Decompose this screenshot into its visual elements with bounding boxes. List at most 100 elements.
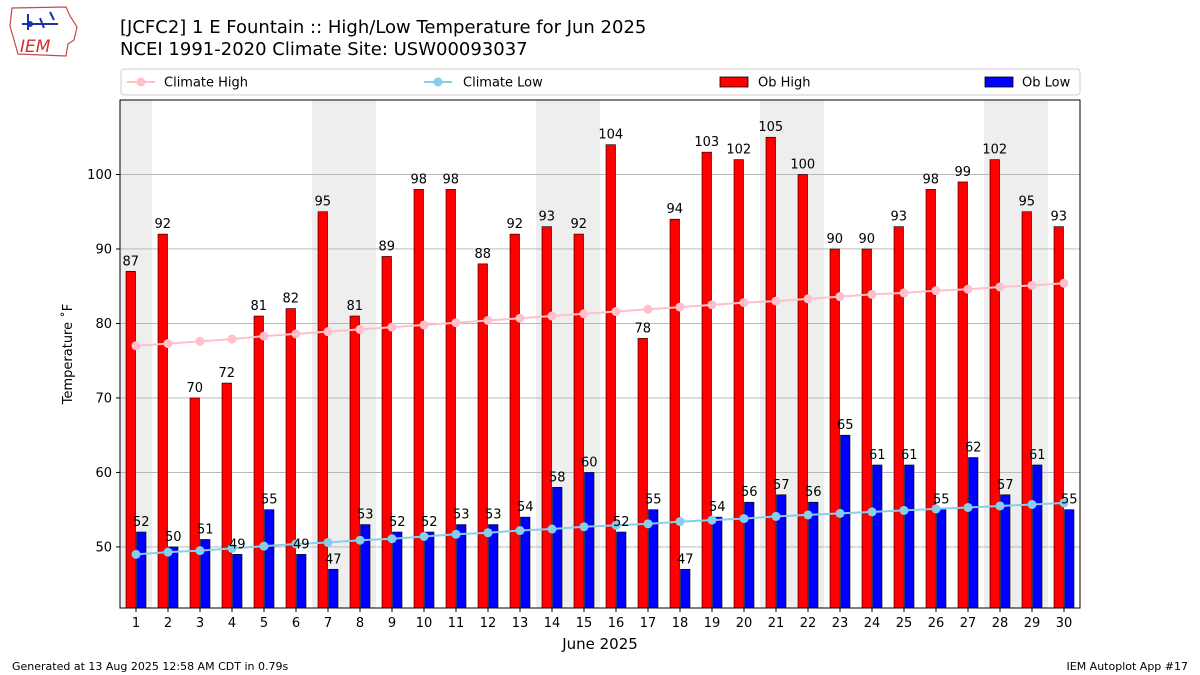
ob-low-label-day-17: 55 xyxy=(645,493,662,508)
climate-high-point-day-3 xyxy=(195,336,205,346)
ob-high-label-day-16: 104 xyxy=(598,128,623,143)
ob-high-label-day-26: 98 xyxy=(922,172,939,187)
ob-low-label-day-6: 49 xyxy=(293,537,310,552)
climate-low-point-day-17 xyxy=(643,519,653,529)
ob-low-bar-day-14 xyxy=(552,487,563,609)
legend: Climate High Climate Low Ob High Ob Low xyxy=(120,68,1081,96)
climate-high-point-day-10 xyxy=(419,320,429,330)
ob-high-bar-day-7 xyxy=(317,211,328,609)
title-line-2: NCEI 1991-2020 Climate Site: USW00093037 xyxy=(120,39,528,60)
x-tick-label-20: 20 xyxy=(736,616,753,631)
climate-high-point-day-2 xyxy=(163,339,173,349)
ob-low-bar-day-10 xyxy=(424,531,435,609)
ob-high-bar-day-17 xyxy=(637,338,648,609)
climate-high-point-day-25 xyxy=(899,288,909,298)
climate-high-point-day-30 xyxy=(1059,278,1069,288)
ob-high-label-day-24: 90 xyxy=(858,232,875,247)
ob-high-label-day-6: 82 xyxy=(282,292,299,307)
ob-high-label-day-27: 99 xyxy=(954,165,971,180)
climate-high-point-day-17 xyxy=(643,304,653,314)
climate-high-point-day-27 xyxy=(963,284,973,294)
ob-low-label-day-19: 54 xyxy=(709,500,726,515)
climate-low-point-day-20 xyxy=(739,514,749,524)
y-tick-label-50: 50 xyxy=(95,540,112,555)
ob-low-label-day-4: 49 xyxy=(229,537,246,552)
climate-high-point-day-18 xyxy=(675,302,685,312)
y-tick-label-90: 90 xyxy=(95,242,112,257)
x-tick-label-9: 9 xyxy=(388,616,396,631)
ob-high-bar-day-6 xyxy=(285,308,296,609)
legend-item-ob-high: Ob High xyxy=(719,76,811,91)
ob-high-bar-day-25 xyxy=(893,226,904,609)
ob-high-label-day-25: 93 xyxy=(890,210,907,225)
weekend-band-day-21 xyxy=(760,100,792,608)
ob-low-label-day-29: 61 xyxy=(1029,448,1046,463)
x-tick-label-27: 27 xyxy=(960,616,977,631)
ob-high-label-day-20: 102 xyxy=(726,143,751,158)
ob-low-bar-day-1 xyxy=(136,531,147,609)
ob-high-label-day-11: 98 xyxy=(442,172,459,187)
ob-high-label-day-29: 95 xyxy=(1018,195,1035,210)
weekend-bands xyxy=(120,100,1048,608)
ob-high-bar-day-14 xyxy=(541,226,552,609)
climate-low-point-day-21 xyxy=(771,511,781,521)
weekend-band-day-29 xyxy=(1016,100,1048,608)
climate-low-point-day-4 xyxy=(227,543,237,553)
ob-high-bars xyxy=(125,136,1064,609)
x-tick-label-3: 3 xyxy=(196,616,204,631)
x-axis-label: June 2025 xyxy=(561,635,638,653)
climate-low-path xyxy=(135,501,1065,556)
legend-swatch-ob-low xyxy=(984,76,1014,88)
ob-low-bar-day-4 xyxy=(232,554,243,609)
climate-low-point-day-24 xyxy=(867,507,877,517)
climate-low-point-day-26 xyxy=(931,504,941,514)
ob-high-label-day-21: 105 xyxy=(758,120,783,135)
y-axis: 50 60 70 80 90 100 xyxy=(87,168,120,555)
ob-high-bar-day-28 xyxy=(989,159,1000,609)
x-tick-label-10: 10 xyxy=(416,616,433,631)
station-dot-icon xyxy=(27,21,33,27)
ob-low-bar-day-7 xyxy=(328,568,339,609)
ob-low-label-day-28: 57 xyxy=(997,478,1014,493)
x-tick-label-2: 2 xyxy=(164,616,172,631)
ob-high-bar-day-24 xyxy=(861,248,872,609)
climate-high-point-day-20 xyxy=(739,298,749,308)
climate-low-point-day-6 xyxy=(291,539,301,549)
ob-high-bar-day-22 xyxy=(797,174,808,609)
climate-low-point-day-9 xyxy=(387,534,397,544)
climate-high-point-day-28 xyxy=(995,282,1005,292)
ob-high-bar-day-13 xyxy=(509,233,520,609)
climate-low-point-day-22 xyxy=(803,510,813,520)
x-tick-label-13: 13 xyxy=(512,616,529,631)
ob-low-bar-day-29 xyxy=(1032,464,1043,609)
ob-high-bar-day-15 xyxy=(573,233,584,609)
climate-low-point-day-29 xyxy=(1027,499,1037,509)
climate-high-point-day-15 xyxy=(579,309,589,319)
ob-high-label-day-10: 98 xyxy=(410,172,427,187)
x-tick-label-5: 5 xyxy=(260,616,268,631)
ob-high-label-day-14: 93 xyxy=(538,210,555,225)
y-tick-label-70: 70 xyxy=(95,391,112,406)
x-tick-label-12: 12 xyxy=(480,616,497,631)
ob-low-label-day-27: 62 xyxy=(965,441,982,456)
climate-low-point-day-27 xyxy=(963,502,973,512)
ob-low-bar-day-19 xyxy=(712,516,723,609)
legend-marker-climate-low xyxy=(433,77,443,87)
ob-high-label-day-22: 100 xyxy=(790,157,815,172)
weekend-band-day-15 xyxy=(568,100,600,608)
ob-low-label-day-16: 52 xyxy=(613,515,630,530)
x-tick-label-14: 14 xyxy=(544,616,561,631)
climate-high-point-day-14 xyxy=(547,311,557,321)
weekend-band-day-28 xyxy=(984,100,1016,608)
ob-high-label-day-1: 87 xyxy=(122,254,139,269)
ob-low-label-day-25: 61 xyxy=(901,448,918,463)
ob-low-label-day-15: 60 xyxy=(581,455,598,470)
ob-low-bar-day-6 xyxy=(296,554,307,609)
x-tick-label-18: 18 xyxy=(672,616,689,631)
weekend-band-day-7 xyxy=(312,100,344,608)
ob-low-bar-day-25 xyxy=(904,464,915,609)
ob-high-label-day-7: 95 xyxy=(314,195,331,210)
ob-high-data-labels: 87 92 70 72 81 82 95 81 89 98 98 88 92 93 92 104 78 94 103… xyxy=(122,120,1067,396)
ob-low-label-day-20: 56 xyxy=(741,485,758,500)
